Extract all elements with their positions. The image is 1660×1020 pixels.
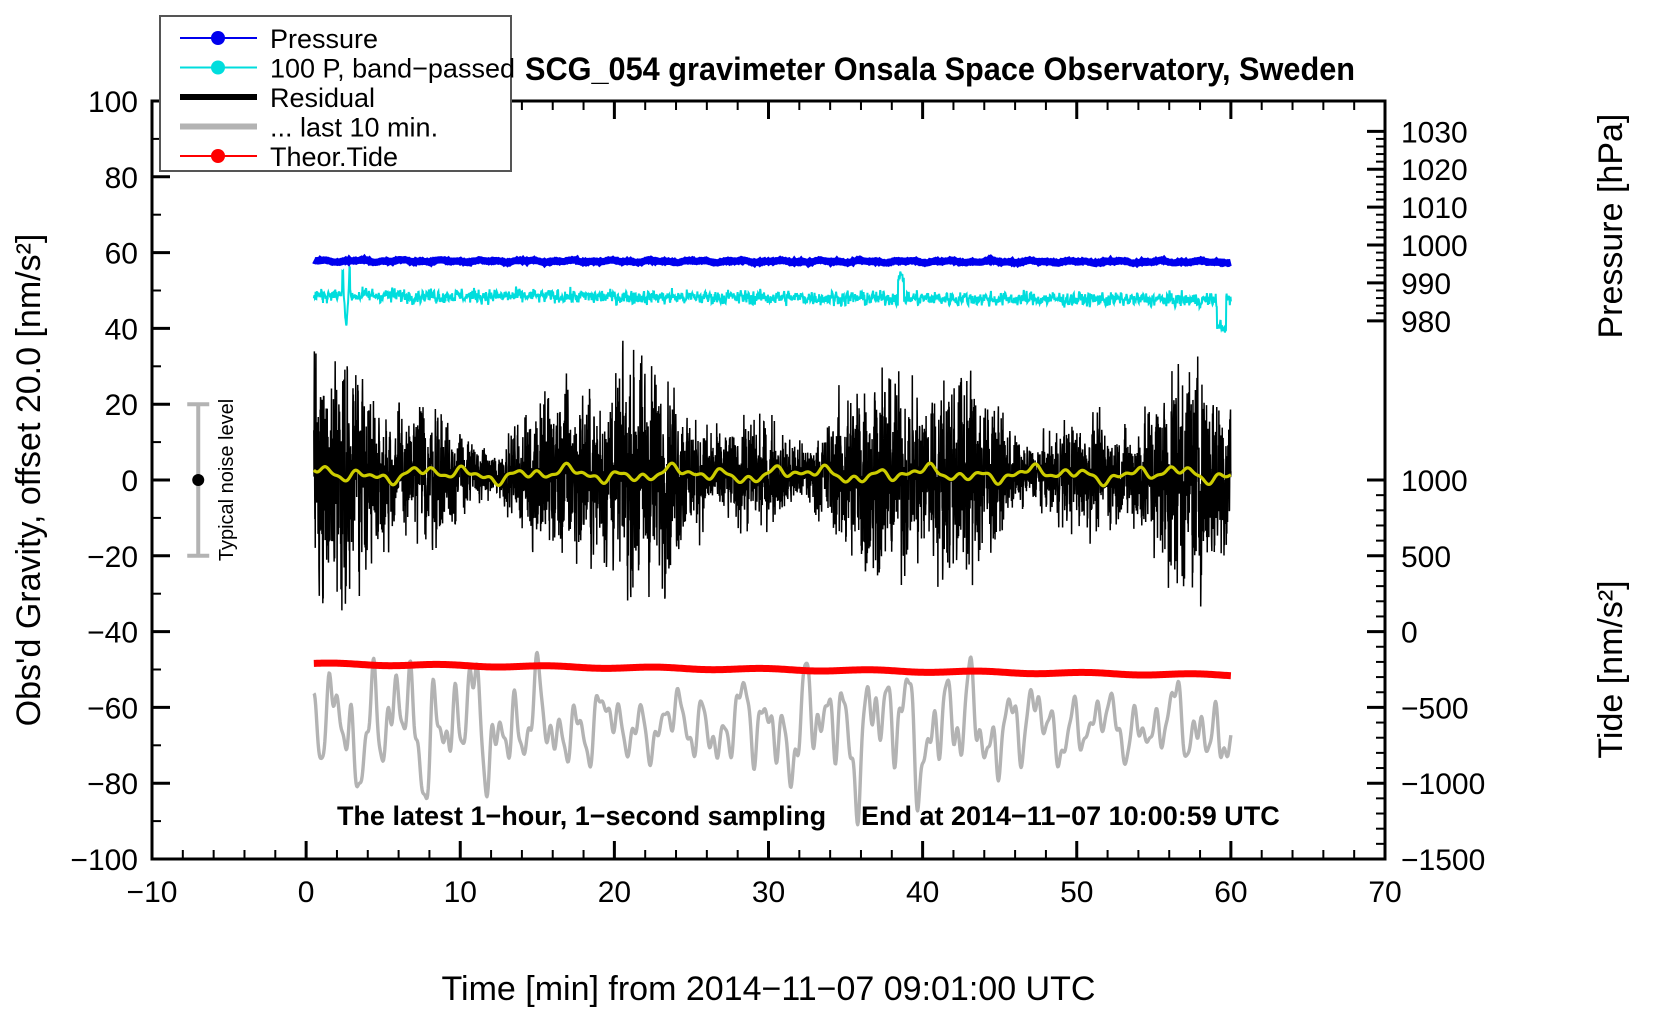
x-tick-label: 10 bbox=[444, 876, 477, 909]
x-tick-label: 30 bbox=[752, 876, 785, 909]
series-pressure bbox=[312, 253, 1232, 269]
y-axis-right: 980 990 1000 1010 1020 1030 −1500 −1000 −500 0 500… bbox=[1367, 116, 1485, 877]
y-axis-left: −100 −80 −60 −40 −20 0 20 40 60 80 100 bbox=[70, 86, 170, 877]
page-title: SCG_054 gravimeter Onsala Space Observat… bbox=[525, 51, 1355, 87]
y-axis-title-left: Obs'd Gravity, offset 20.0 [nm/s²] bbox=[10, 234, 48, 727]
series-residual bbox=[313, 340, 1232, 611]
tide-tick-label: 1000 bbox=[1401, 465, 1468, 498]
y-tick-label: 80 bbox=[105, 162, 138, 195]
legend-label: 100 P, band−passed bbox=[270, 54, 515, 84]
y-tick-label: −40 bbox=[87, 617, 138, 650]
legend-marker bbox=[211, 31, 225, 45]
x-tick-label: 0 bbox=[298, 876, 315, 909]
pressure-tick-label: 1020 bbox=[1401, 154, 1468, 187]
y-tick-label: −100 bbox=[70, 844, 138, 877]
x-tick-label: 20 bbox=[598, 876, 631, 909]
series-theor-tide bbox=[313, 659, 1232, 680]
pressure-tick-label: 990 bbox=[1401, 268, 1451, 301]
pressure-tick-label: 980 bbox=[1401, 306, 1451, 339]
tide-tick-label: −500 bbox=[1401, 692, 1469, 725]
y-axis-title-pressure: Pressure [hPa] bbox=[1592, 114, 1630, 339]
typical-noise-level-marker: Typical noise level bbox=[187, 399, 238, 561]
pressure-tick-label: 1010 bbox=[1401, 192, 1468, 225]
legend-label: Residual bbox=[270, 83, 375, 113]
y-tick-label: 40 bbox=[105, 313, 138, 346]
y-tick-label: −80 bbox=[87, 768, 138, 801]
legend-label: Pressure bbox=[270, 24, 378, 54]
y-tick-label: −20 bbox=[87, 541, 138, 574]
x-tick-label: 50 bbox=[1060, 876, 1093, 909]
legend-item[interactable]: ... last 10 min. bbox=[180, 113, 438, 143]
legend-label: Theor.Tide bbox=[270, 142, 398, 172]
y-tick-label: 20 bbox=[105, 389, 138, 422]
legend-marker bbox=[211, 149, 225, 163]
series-residual-smoothed bbox=[312, 461, 1232, 488]
x-axis-title: Time [min] from 2014−11−07 09:01:00 UTC bbox=[442, 970, 1096, 1008]
legend-item[interactable]: 100 P, band−passed bbox=[180, 54, 515, 84]
x-tick-label: 40 bbox=[906, 876, 939, 909]
x-tick-label: 70 bbox=[1368, 876, 1401, 909]
tide-tick-label: −1000 bbox=[1401, 768, 1485, 801]
y-tick-label: 100 bbox=[88, 86, 138, 119]
x-tick-label: −10 bbox=[127, 876, 178, 909]
x-tick-label: 60 bbox=[1214, 876, 1247, 909]
tide-tick-label: −1500 bbox=[1401, 844, 1485, 877]
tide-tick-label: 0 bbox=[1401, 617, 1418, 650]
pressure-tick-label: 1030 bbox=[1401, 116, 1468, 149]
end-time-note: End at 2014−11−07 10:00:59 UTC bbox=[861, 801, 1280, 831]
series-last-10-min bbox=[312, 650, 1233, 827]
legend-item[interactable]: Residual bbox=[180, 83, 375, 113]
y-axis-title-tide: Tide [nm/s²] bbox=[1592, 580, 1630, 758]
legend-marker bbox=[211, 60, 225, 75]
series-pressure-bandpassed bbox=[312, 266, 1232, 334]
legend-label: ... last 10 min. bbox=[270, 113, 438, 143]
legend-item[interactable]: Theor.Tide bbox=[180, 142, 398, 172]
y-tick-label: 0 bbox=[121, 465, 138, 498]
noise-level-label: Typical noise level bbox=[216, 399, 238, 561]
legend-item[interactable]: Pressure bbox=[180, 24, 378, 54]
y-tick-label: 60 bbox=[105, 238, 138, 271]
tide-tick-label: 500 bbox=[1401, 541, 1451, 574]
y-tick-label: −60 bbox=[87, 692, 138, 725]
pressure-tick-label: 1000 bbox=[1401, 230, 1468, 263]
sampling-note: The latest 1−hour, 1−second sampling bbox=[337, 801, 826, 831]
